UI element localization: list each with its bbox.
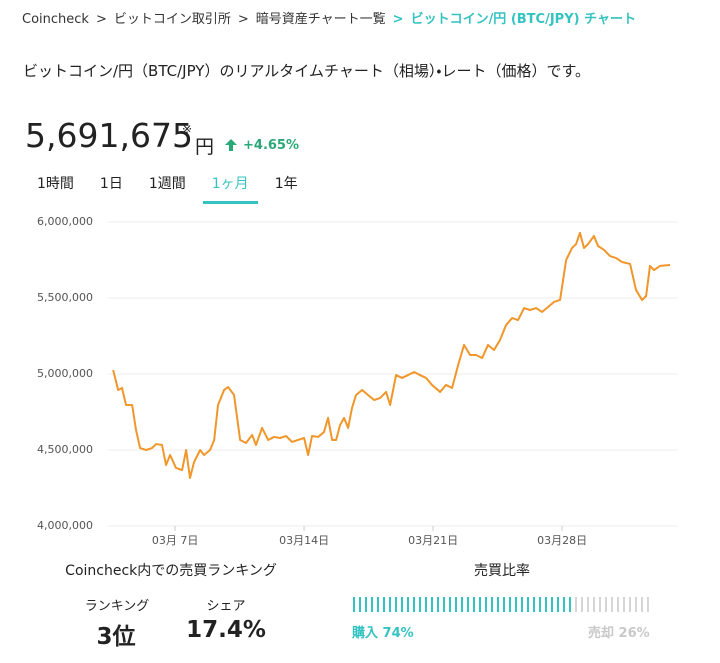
buy-stripe [455, 597, 457, 612]
breadcrumb-item[interactable]: ビットコイン取引所 [113, 12, 231, 27]
buy-stripe [521, 597, 523, 612]
buy-stripe [539, 597, 541, 612]
y-tick-label: 5,000,000 [37, 367, 93, 380]
buy-stripe [353, 597, 355, 612]
sell-stripe [617, 597, 619, 612]
period-tab[interactable]: 1週間 [148, 176, 186, 192]
rank-label: ランキング [84, 599, 150, 614]
breadcrumb: Coincheck > ビットコイン取引所 > 暗号資産チャート一覧 > ビットコイン/円 … [22, 8, 643, 27]
share-label: シェア [206, 599, 246, 614]
buy-stripe [449, 597, 451, 612]
buy-stripe [461, 597, 463, 612]
sell-stripe [641, 597, 643, 612]
buy-stripe [383, 597, 385, 612]
breadcrumb-separator: > [95, 12, 107, 27]
sell-stripe [647, 597, 649, 612]
buy-stripe [467, 597, 469, 612]
price-note: ※ [182, 122, 193, 136]
y-tick-label: 5,500,000 [37, 291, 93, 304]
up-arrow [225, 139, 237, 151]
buy-stripe [509, 597, 511, 612]
buy-stripe [431, 597, 433, 612]
sell-stripe [623, 597, 625, 612]
share-value: 17.4% [186, 617, 266, 643]
buy-stripe [491, 597, 493, 612]
price-change: +4.65% [243, 138, 299, 153]
y-tick-label: 4,000,000 [37, 519, 93, 532]
sell-stripe [605, 597, 607, 612]
buy-stripe [407, 597, 409, 612]
ratio-title: 売買比率 [474, 563, 530, 579]
x-tick-label: 03月21日 [408, 534, 458, 547]
buy-stripe [377, 597, 379, 612]
sell-stripe [611, 597, 613, 612]
buy-stripe [515, 597, 517, 612]
breadcrumb-separator: > [237, 12, 249, 27]
buy-stripe [413, 597, 415, 612]
buy-stripe [359, 597, 361, 612]
buy-stripe [371, 597, 373, 612]
buy-stripe [563, 597, 565, 612]
buy-stripe [545, 597, 547, 612]
x-tick-label: 03月28日 [537, 534, 587, 547]
price-unit: 円 [195, 136, 215, 158]
x-tick-label: 03月 7日 [152, 534, 199, 547]
period-tab[interactable]: 1ヶ月 [202, 174, 258, 204]
sell-stripe [593, 597, 595, 612]
description: ビットコイン/円（BTC/JPY）のリアルタイムチャート（相場）・レート（価格）… [23, 62, 590, 80]
breadcrumb-item[interactable]: Coincheck [22, 12, 89, 27]
ranking-title: Coincheck内での売買ランキング [65, 563, 277, 579]
buy-stripe [443, 597, 445, 612]
breadcrumb-item: ビットコイン/円 (BTC/JPY) チャート [410, 12, 636, 27]
buy-stripe [479, 597, 481, 612]
sell-stripe [581, 597, 583, 612]
sell-stripe [599, 597, 601, 612]
buy-stripe [437, 597, 439, 612]
buy-stripe [485, 597, 487, 612]
buy-stripe [551, 597, 553, 612]
rank-value: 3位 [96, 624, 136, 650]
y-tick-label: 6,000,000 [37, 215, 93, 228]
buy-label: 購入 74% [352, 626, 414, 641]
breadcrumb-separator: > [392, 12, 404, 27]
sell-stripe [635, 597, 637, 612]
ratio-bar [353, 597, 649, 612]
sell-label: 売却 26% [588, 626, 650, 641]
buy-stripe [473, 597, 475, 612]
buy-stripe [389, 597, 391, 612]
period-tabs: 1時間 1日 1週間 1ヶ月 1年 [28, 174, 315, 204]
sell-stripe [575, 597, 577, 612]
sell-stripe [587, 597, 589, 612]
buy-stripe [497, 597, 499, 612]
y-tick-label: 4,500,000 [37, 443, 93, 456]
buy-stripe [401, 597, 403, 612]
x-tick-label: 03月14日 [279, 534, 329, 547]
buy-stripe [425, 597, 427, 612]
buy-stripe [419, 597, 421, 612]
chart: 4,000,000 4,500,000 5,000,000 5,500,000 6,00… [37, 215, 678, 547]
sell-stripe [629, 597, 631, 612]
buy-stripe [395, 597, 397, 612]
period-tab[interactable]: 1年 [274, 176, 298, 192]
buy-stripe [503, 597, 505, 612]
period-tab[interactable]: 1日 [99, 176, 123, 192]
buy-stripe [557, 597, 559, 612]
buy-stripe [569, 597, 571, 612]
price-line [112, 231, 671, 479]
price: 5,691,675 [25, 116, 193, 155]
buy-stripe [365, 597, 367, 612]
buy-stripe [527, 597, 529, 612]
breadcrumb-item[interactable]: 暗号資産チャート一覧 [255, 12, 386, 27]
period-tab[interactable]: 1時間 [37, 176, 74, 192]
buy-stripe [533, 597, 535, 612]
